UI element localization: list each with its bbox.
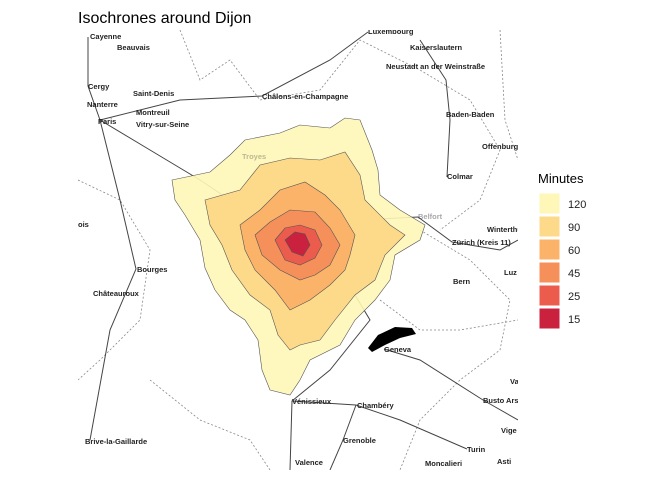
city-label: Asti [497,457,511,466]
road [89,119,137,441]
city-label: Chambéry [357,401,395,410]
legend-label: 45 [568,268,580,280]
legend-swatch [538,261,561,284]
isochrones [171,117,426,396]
city-label: Vitry-sur-Seine [136,120,189,129]
legend-swatch [538,307,561,330]
legend-label: 120 [568,199,586,211]
road [419,39,451,178]
border [179,30,501,231]
legend-label: 60 [568,245,580,257]
city-label: Vige [501,426,517,435]
city-label: Turin [467,445,486,454]
city-label: Va [510,377,520,386]
city-label: Zürich (Kreis 11) [452,238,511,247]
city-label: Winterthur [487,225,525,234]
city-label: Nanterre [87,100,118,109]
city-label: Montreuil [136,108,170,117]
legend-swatch [538,284,561,307]
city-label: Bourges [137,265,167,274]
border [78,179,151,381]
city-label: Geneva [384,345,412,354]
road [383,348,518,421]
legend-items: 120 90 60 45 25 15 [538,192,586,330]
city-label: ois [78,220,89,229]
city-label: Valence [295,458,323,467]
border [379,299,518,331]
map-title: Isochrones around Dijon [78,10,251,27]
legend-label: 90 [568,222,580,234]
border [149,379,271,470]
city-label: Châlons-en-Champagne [262,92,348,101]
city-label: Offenburg [482,142,519,151]
city-label: Châteauroux [93,289,140,298]
map-panel: Cayenne Beauvais Cergy Saint-Denis Nante… [78,27,525,470]
city-label: Vénissieux [292,397,332,406]
road [99,31,369,121]
legend-swatch [538,192,561,215]
border [399,229,511,470]
city-label: Beauvais [117,43,150,52]
legend-swatch [538,238,561,261]
isochrone-15 [284,231,311,257]
legend: Minutes 120 90 60 45 25 15 [538,171,586,330]
city-label: Busto Ars [483,396,519,405]
road [329,404,357,470]
city-labels: Cayenne Beauvais Cergy Saint-Denis Nante… [78,27,525,468]
lake-geneva [368,327,416,352]
city-label: Luz [504,268,517,277]
city-label: Cergy [88,82,110,91]
city-label: Belfort [418,212,443,221]
city-label: Bern [453,277,471,286]
legend-label: 15 [568,314,580,326]
city-label: Luxembourg [368,27,414,36]
city-label: Colmar [447,172,473,181]
city-label: Baden-Baden [446,110,495,119]
legend-title: Minutes [538,171,584,186]
city-label: Neustadt an der Weinstraße [386,62,485,71]
road [291,400,468,450]
city-label: Moncalieri [425,459,462,468]
borders [78,30,518,470]
city-label: Paris [98,117,116,126]
city-label: Saint-Denis [133,89,174,98]
city-label: Brive-la-Gaillarde [85,437,147,446]
legend-label: 25 [568,291,580,303]
city-label: Cayenne [90,32,121,41]
city-label: Kaiserslautern [410,43,463,52]
legend-swatch [538,215,561,238]
city-label: Troyes [242,152,266,161]
city-label: Grenoble [343,436,376,445]
road [87,37,101,121]
